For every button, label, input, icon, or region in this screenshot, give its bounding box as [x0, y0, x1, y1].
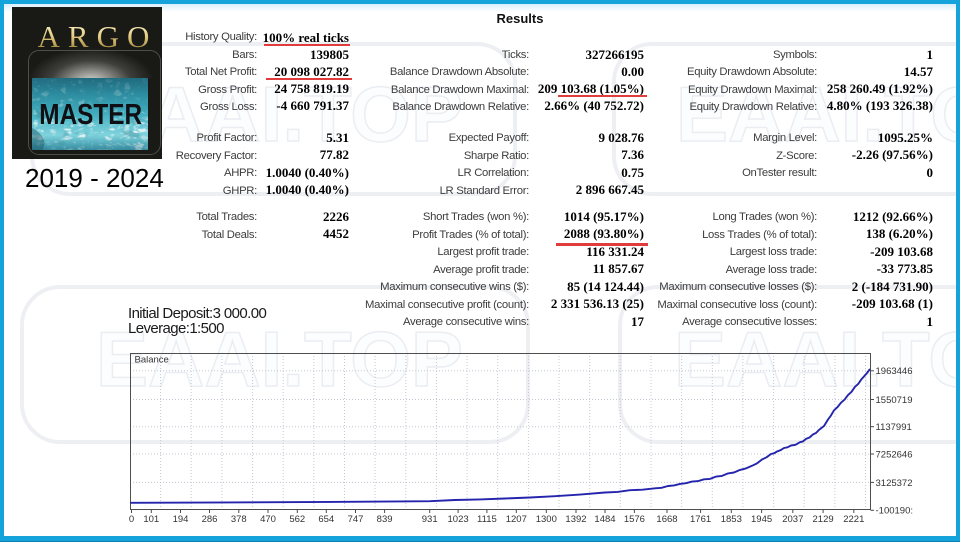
- svg-text:1761: 1761: [690, 514, 711, 525]
- svg-text:839: 839: [377, 514, 393, 525]
- svg-text:Balance: Balance: [135, 355, 169, 366]
- svg-text:1300: 1300: [536, 514, 557, 525]
- svg-text:194: 194: [173, 514, 189, 525]
- svg-text:1392: 1392: [565, 514, 586, 525]
- svg-text:1668: 1668: [656, 514, 677, 525]
- svg-text:1576: 1576: [624, 514, 645, 525]
- svg-text:1853: 1853: [721, 514, 742, 525]
- svg-text:0: 0: [129, 514, 134, 525]
- svg-text:1550719: 1550719: [876, 395, 913, 406]
- svg-text:286: 286: [202, 514, 218, 525]
- svg-text:1945: 1945: [751, 514, 772, 525]
- svg-text:2221: 2221: [843, 514, 864, 525]
- svg-text:-100190:: -100190:: [876, 506, 914, 517]
- svg-text:2129: 2129: [813, 514, 834, 525]
- svg-text:1484: 1484: [594, 514, 615, 525]
- svg-text:1023: 1023: [448, 514, 469, 525]
- svg-text:1207: 1207: [506, 514, 527, 525]
- svg-text:1963446: 1963446: [876, 366, 913, 377]
- svg-text:747: 747: [348, 514, 364, 525]
- svg-text:101: 101: [143, 514, 159, 525]
- svg-text:7252646: 7252646: [876, 449, 913, 460]
- svg-text:2037: 2037: [782, 514, 803, 525]
- svg-text:378: 378: [231, 514, 247, 525]
- svg-text:1137991: 1137991: [876, 422, 912, 433]
- svg-text:931: 931: [422, 514, 438, 525]
- svg-text:470: 470: [260, 514, 276, 525]
- svg-text:562: 562: [289, 514, 305, 525]
- svg-text:654: 654: [318, 514, 334, 525]
- svg-text:1115: 1115: [477, 514, 497, 525]
- svg-text:3125372: 3125372: [876, 478, 913, 489]
